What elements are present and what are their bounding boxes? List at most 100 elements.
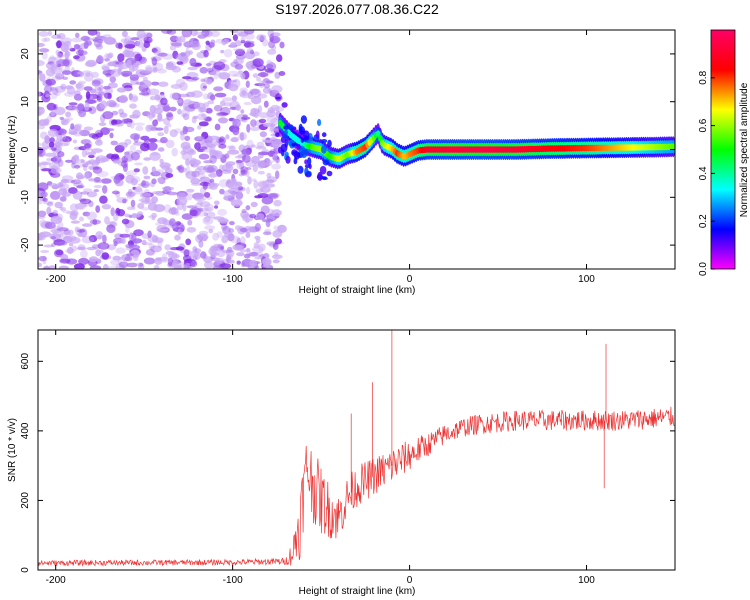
spectrogram-noise-cell	[194, 197, 206, 202]
spectrogram-noise-cell	[163, 185, 172, 195]
spectrogram-noise-cell	[38, 255, 47, 262]
spectrogram-noise-cell	[68, 187, 78, 194]
spectrogram-noise-cell	[63, 179, 76, 184]
spectrogram-noise-cell	[275, 170, 280, 179]
spectrogram-noise-cell	[271, 254, 283, 260]
spectrogram-scatter-cell	[305, 170, 312, 177]
spectrogram-noise-cell	[99, 84, 104, 92]
spectrogram-noise-cell	[213, 61, 226, 70]
spectrogram-noise-cell	[128, 93, 133, 101]
spectrogram-noise-cell	[193, 102, 206, 110]
spectrogram-noise-cell	[237, 226, 246, 235]
spectrogram-noise-cell	[125, 174, 135, 184]
spectrogram-noise-cell	[80, 249, 88, 259]
spectrogram-noise-cell	[257, 243, 266, 252]
spectrogram-noise-cell	[156, 68, 167, 74]
spectrogram-noise-cell	[115, 42, 123, 49]
spectrogram-noise-cell	[163, 125, 169, 135]
spectrogram-noise-cell	[56, 227, 69, 232]
spectrogram-noise-cell	[86, 246, 97, 251]
spectrogram-noise-cell	[230, 187, 236, 196]
spectrogram-noise-cell	[121, 30, 128, 38]
snr-y-axis-label: SNR (10 * v/v)	[7, 418, 18, 482]
spectrogram-noise-cell	[47, 115, 52, 123]
spectrogram-noise-cell	[154, 94, 160, 101]
spectrogram-noise-cell	[67, 105, 73, 110]
spectrogram-noise-cell	[152, 119, 159, 127]
spectrogram-noise-cell	[175, 246, 185, 251]
spectrogram-noise-cell	[60, 207, 67, 212]
snr-x-tick-label: -100	[223, 575, 243, 586]
spectrogram-noise-cell	[110, 140, 118, 146]
spectrogram-noise-cell	[234, 40, 242, 47]
spectrogram-noise-cell	[160, 97, 168, 106]
spectrogram-noise-cell	[204, 206, 212, 212]
spectrogram-noise-cell	[196, 136, 205, 141]
spectrogram-noise-cell	[267, 107, 276, 114]
spectrogram-noise-cell	[204, 225, 216, 231]
spectrogram-noise-cell	[126, 59, 132, 69]
spectrogram-noise-cell	[86, 191, 98, 198]
spectrogram-signal-cell	[378, 135, 383, 142]
spectrogram-noise-cell	[38, 91, 41, 97]
spectrogram-noise-cell	[257, 152, 264, 159]
spectrogram-noise-cell	[194, 136, 205, 142]
spectrogram-noise-cell	[52, 209, 58, 215]
spectrogram-noise-cell	[110, 259, 120, 266]
spectrogram-noise-cell	[94, 85, 100, 93]
spectrogram-noise-cell	[101, 66, 110, 71]
spectrogram-noise-cell	[199, 146, 208, 150]
spectrogram-noise-cell	[112, 159, 122, 164]
spectrogram-noise-cell	[98, 91, 106, 96]
spectrogram-noise-cell	[110, 68, 122, 78]
spectrogram-noise-cell	[40, 191, 48, 198]
spectrogram-x-tick-label: 100	[578, 274, 595, 285]
spectrogram-noise-cell	[189, 250, 199, 259]
spectrogram-noise-cell	[150, 245, 162, 253]
spectrogram-noise-cell	[210, 70, 222, 76]
spectrogram-noise-cell	[61, 175, 74, 181]
spectrogram-noise-cell	[137, 202, 145, 209]
spectrogram-noise-cell	[84, 171, 89, 180]
spectrogram-noise-cell	[207, 100, 215, 105]
spectrogram-noise-cell	[136, 211, 144, 217]
spectrogram-noise-cell	[168, 207, 179, 215]
spectrogram-noise-cell	[91, 244, 102, 249]
spectrogram-noise-cell	[122, 198, 127, 204]
spectrogram-noise-cell	[71, 37, 83, 43]
spectrogram-noise-cell	[268, 40, 276, 49]
spectrogram-noise-cell	[266, 172, 272, 178]
spectrogram-noise-cell	[127, 206, 133, 211]
spectrogram-noise-cell	[235, 159, 244, 163]
spectrogram-noise-cell	[73, 55, 80, 60]
spectrogram-noise-cell	[157, 52, 168, 57]
spectrogram-noise-cell	[220, 49, 225, 54]
spectrogram-noise-cell	[115, 247, 126, 254]
spectrogram-noise-cell	[177, 164, 185, 174]
spectrogram-noise-cell	[157, 217, 168, 225]
spectrogram-noise-cell	[218, 72, 230, 80]
spectrogram-noise-cell	[85, 91, 91, 100]
spectrogram-noise-cell	[255, 213, 265, 220]
spectrogram-noise-cell	[216, 231, 223, 238]
spectrogram-noise-cell	[100, 178, 112, 184]
spectrogram-noise-cell	[242, 154, 251, 163]
spectrogram-noise-cell	[43, 37, 51, 42]
spectrogram-noise-cell	[168, 190, 173, 196]
spectrogram-scatter-cell	[319, 165, 327, 175]
spectrogram-noise-cell	[85, 150, 90, 156]
spectrogram-noise-cell	[237, 186, 243, 191]
spectrogram-noise-cell	[180, 56, 189, 62]
spectrogram-noise-cell	[56, 53, 64, 59]
spectrogram-noise-cell	[177, 108, 182, 115]
spectrogram-noise-cell	[247, 176, 252, 185]
spectrogram-noise-cell	[239, 87, 248, 94]
spectrogram-noise-cell	[76, 185, 84, 189]
spectrogram-noise-cell	[241, 148, 251, 155]
spectrogram-noise-cell	[73, 44, 81, 50]
spectrogram-noise-cell	[180, 132, 185, 141]
spectrogram-noise-cell	[78, 109, 87, 118]
spectrogram-noise-cell	[210, 39, 216, 45]
spectrogram-noise-cell	[54, 85, 66, 93]
